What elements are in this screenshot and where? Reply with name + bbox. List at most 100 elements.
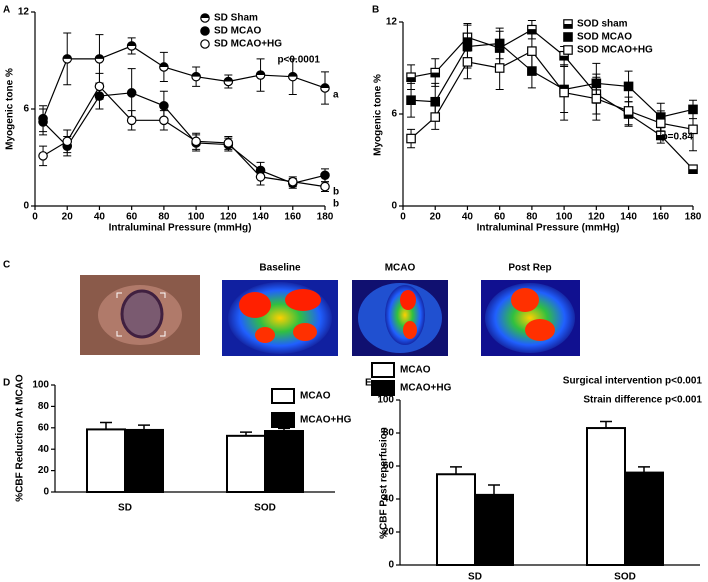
marker-half	[688, 169, 698, 174]
y-tick-label: 0	[43, 487, 49, 498]
marker	[623, 106, 634, 116]
image-label: Baseline	[259, 263, 301, 274]
marker	[320, 83, 330, 93]
marker	[287, 71, 298, 82]
marker-shape	[200, 39, 210, 49]
panel-label: C	[3, 260, 10, 271]
photo	[80, 275, 200, 355]
x-tick-label: SD	[468, 572, 482, 582]
y-tick-label: 40	[38, 444, 50, 455]
annotation: p=0.84	[662, 132, 694, 143]
x-axis-label: Intraluminal Pressure (mmHg)	[109, 223, 252, 234]
y-tick-label: 60	[383, 461, 395, 472]
y-axis-label: %CBF Reduction At MCAO	[15, 374, 26, 502]
y-tick-label: 6	[23, 104, 29, 115]
y-tick-label: 6	[391, 109, 397, 120]
marker-shape	[126, 115, 137, 126]
bar	[86, 428, 126, 493]
series-line	[410, 28, 694, 170]
legend-label: MCAO+HG	[400, 383, 452, 394]
x-tick-label: 20	[62, 212, 74, 223]
marker	[38, 151, 48, 161]
y-tick-label: 12	[18, 7, 30, 18]
legend-label: SD MCAO+HG	[214, 39, 282, 50]
marker-shape	[591, 93, 602, 104]
legend-label: SOD MCAO	[577, 32, 632, 43]
legend-label: MCAO	[400, 365, 431, 376]
marker-shape	[623, 106, 634, 116]
y-tick-label: 0	[388, 560, 394, 571]
legend-label: SD Sham	[214, 13, 258, 24]
marker	[200, 13, 210, 23]
x-tick-label: SOD	[614, 572, 636, 582]
x-tick-label: 60	[494, 212, 506, 223]
error-bar	[450, 466, 462, 475]
error-bar	[600, 420, 612, 429]
x-tick-label: 40	[462, 212, 474, 223]
x-tick-label: 140	[252, 212, 269, 223]
panel-label: E	[365, 378, 372, 389]
marker-shape	[655, 118, 666, 128]
y-tick-label: 0	[391, 201, 397, 212]
marker-half	[656, 135, 665, 140]
marker-shape	[559, 87, 569, 98]
series-line	[42, 85, 326, 188]
y-tick-label: 12	[386, 17, 398, 28]
x-tick-label: 180	[685, 212, 702, 223]
marker	[200, 26, 210, 36]
x-tick-label: 60	[126, 212, 138, 223]
marker	[430, 112, 441, 122]
marker-shape	[38, 151, 48, 161]
y-tick-label: 20	[383, 527, 395, 538]
marker	[688, 164, 698, 174]
x-tick-label: SD	[118, 503, 132, 514]
marker	[430, 67, 441, 78]
marker	[94, 81, 105, 92]
marker-shape	[320, 181, 330, 192]
marker-shape	[527, 46, 537, 56]
marker-shape	[320, 170, 330, 181]
annotation: Surgical intervention p<0.001	[563, 376, 703, 387]
marker	[406, 95, 416, 105]
marker-half	[406, 77, 416, 82]
x-tick-label: 140	[620, 212, 637, 223]
marker	[62, 54, 73, 64]
legend-swatch	[271, 412, 295, 428]
marker-shape	[191, 136, 201, 147]
y-tick-label: 100	[377, 395, 394, 406]
panel-label: A	[3, 5, 10, 16]
x-tick-label: 20	[430, 212, 442, 223]
marker-shape	[462, 57, 473, 67]
marker-shape	[223, 138, 234, 148]
annotation: Strain difference p<0.001	[583, 395, 702, 406]
marker	[623, 81, 634, 92]
y-tick-label: 80	[383, 428, 395, 439]
series-line	[410, 50, 694, 139]
series-line	[411, 42, 694, 118]
marker-shape	[38, 117, 48, 127]
marker-half	[127, 41, 136, 46]
x-tick-label: 120	[588, 212, 605, 223]
marker	[159, 100, 169, 111]
x-tick-label: 120	[220, 212, 237, 223]
marker-half	[431, 72, 440, 77]
marker-half	[224, 77, 233, 82]
bar	[474, 493, 514, 566]
legend-label: SOD MCAO+HG	[577, 45, 653, 56]
legend-label: MCAO+HG	[300, 415, 352, 426]
marker	[255, 70, 266, 80]
marker	[159, 62, 169, 72]
x-tick-label: 100	[556, 212, 573, 223]
x-tick-label: 80	[526, 212, 538, 223]
bar	[624, 471, 664, 567]
marker-shape	[563, 32, 573, 42]
y-axis-label: Myogenic tone %	[5, 68, 16, 150]
x-tick-label: 0	[32, 212, 38, 223]
annotation: p<0.0001	[277, 55, 320, 66]
marker-shape	[200, 26, 210, 36]
y-tick-label: 80	[38, 401, 50, 412]
marker	[591, 93, 602, 104]
marker-shape	[494, 63, 505, 73]
marker	[563, 32, 573, 42]
legend-swatch	[371, 362, 395, 378]
